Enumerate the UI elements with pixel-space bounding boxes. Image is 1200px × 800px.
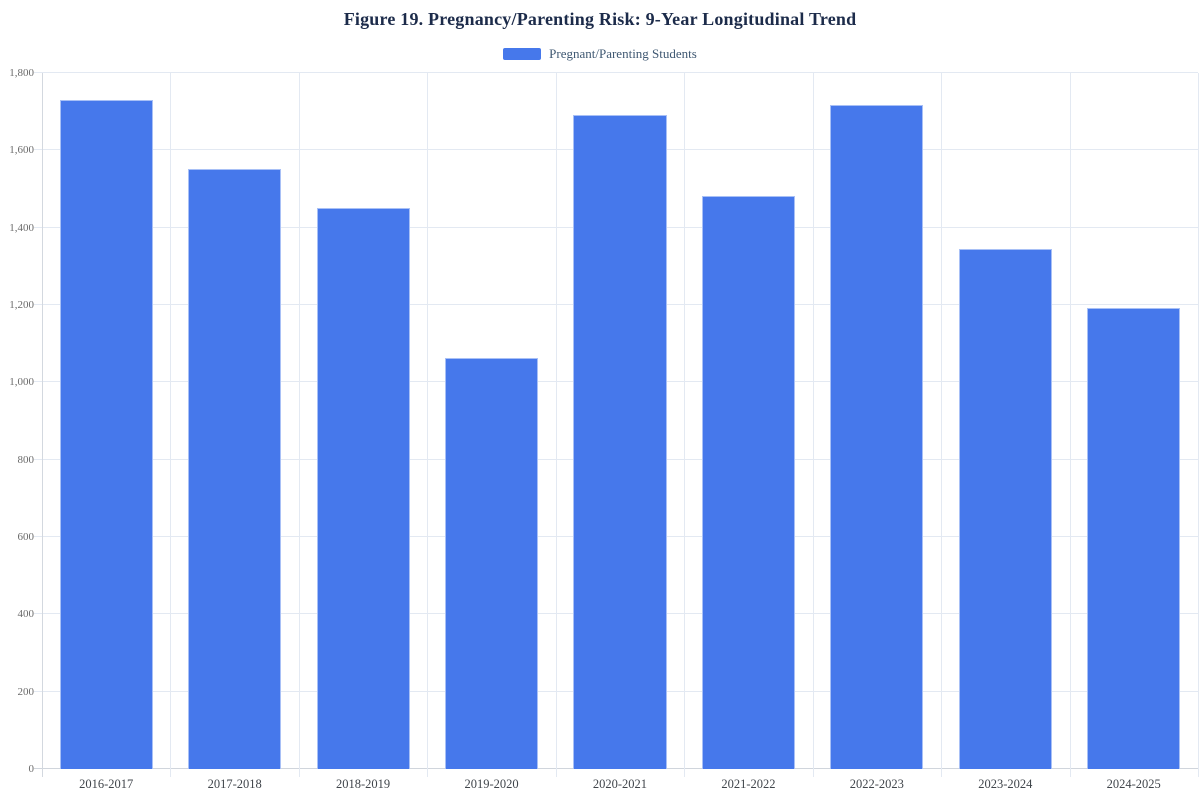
bar-slot-2022-2023: [813, 73, 941, 769]
x-tick-label-2021-2022: 2021-2022: [721, 777, 776, 791]
x-tick-label-2020-2021: 2020-2021: [592, 777, 648, 791]
v-gridline: [684, 73, 686, 777]
v-gridline: [812, 73, 814, 777]
bar-slot-2020-2021: [556, 73, 684, 769]
y-axis-line: [42, 73, 43, 777]
y-tick-label: 400: [17, 608, 35, 621]
bar-slot-2019-2020: [427, 73, 555, 769]
x-tick-label-2016-2017: 2016-2017: [79, 777, 134, 791]
y-tick-label: 600: [17, 531, 35, 543]
bar-2018-2019: [316, 208, 410, 769]
v-gridline: [1198, 73, 1199, 777]
x-tick-label-2018-2019: 2018-2019: [336, 777, 391, 791]
y-tick-label: 200: [17, 685, 35, 698]
x-tick-label-2024-2025: 2024-2025: [1106, 777, 1161, 791]
y-tick-label: 1,600: [9, 144, 34, 157]
plot-area: 0 200 400 600 800 1,000 1,200 1,400 1,600 1,800 20…: [9, 67, 1199, 791]
y-tick-label: 1,000: [9, 376, 34, 389]
bar-slot-2023-2024: [941, 73, 1069, 769]
bar-2020-2021: [573, 114, 667, 769]
h-gridline: [34, 72, 1198, 73]
legend-item-pregnant-parenting-students[interactable]: Pregnant/Parenting Students: [503, 46, 697, 62]
v-gridline: [941, 73, 943, 777]
bar-2021-2022: [701, 195, 795, 769]
bar-2019-2020: [444, 357, 539, 769]
y-tick-label: 1,800: [9, 67, 34, 79]
bar-slot-2024-2025: [1070, 73, 1198, 769]
y-tick-label: 1,200: [9, 299, 34, 311]
legend: Pregnant/Parenting Students: [0, 46, 1200, 62]
v-gridline: [427, 73, 429, 777]
y-tick-label: 0: [28, 763, 35, 775]
bar-slot-2017-2018: [170, 73, 298, 769]
bar-2016-2017: [59, 100, 153, 769]
bar-2023-2024: [958, 249, 1052, 769]
bar-2017-2018: [188, 168, 282, 769]
v-gridline: [555, 73, 557, 777]
x-tick-label-2017-2018: 2017-2018: [207, 777, 262, 791]
y-tick-label: 800: [17, 453, 35, 466]
legend-swatch-icon: [503, 48, 542, 60]
x-tick-label-2023-2024: 2023-2024: [978, 777, 1033, 791]
bar-slot-2018-2019: [299, 73, 427, 769]
bar-slot-2016-2017: [42, 73, 170, 769]
chart-title: Figure 19. Pregnancy/Parenting Risk: 9-Y…: [343, 9, 857, 29]
y-tick-label: 1,400: [9, 221, 34, 234]
bar-2022-2023: [830, 104, 924, 769]
v-gridline: [1069, 73, 1071, 777]
bar-series: [42, 73, 1198, 769]
x-tick-label-2019-2020: 2019-2020: [464, 777, 519, 791]
bar-2024-2025: [1087, 308, 1181, 769]
x-tick-label-2022-2023: 2022-2023: [849, 777, 904, 791]
x-axis-labels: 2016-2017 2017-2018 2018-2019 2019-2020 2020…: [42, 777, 1198, 792]
bar-slot-2021-2022: [684, 73, 812, 769]
v-gridline: [298, 73, 300, 777]
legend-label: Pregnant/Parenting Students: [549, 46, 697, 61]
v-gridline: [170, 73, 172, 777]
